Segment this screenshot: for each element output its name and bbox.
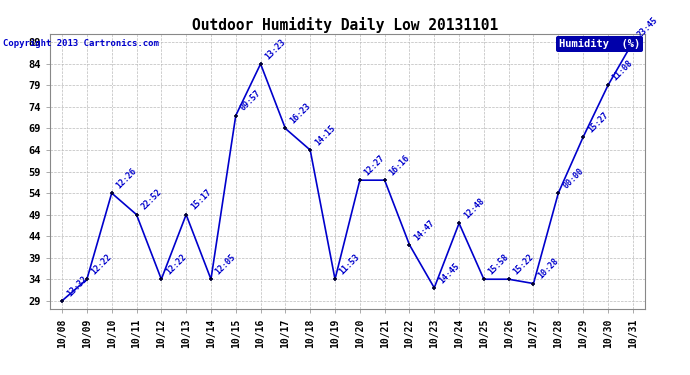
Text: 12:27: 12:27 [363, 153, 386, 177]
Text: 14:47: 14:47 [412, 218, 436, 242]
Point [453, 220, 464, 226]
Point [404, 242, 415, 248]
Point [578, 134, 589, 140]
Point [230, 112, 241, 118]
Legend: Humidity  (%): Humidity (%) [555, 36, 643, 52]
Text: 11:08: 11:08 [611, 58, 635, 82]
Text: Outdoor Humidity Daily Low 20131101: Outdoor Humidity Daily Low 20131101 [192, 17, 498, 33]
Text: 12:22: 12:22 [90, 252, 114, 276]
Point [131, 211, 142, 217]
Text: 15:22: 15:22 [511, 252, 535, 276]
Text: 00:00: 00:00 [561, 166, 585, 190]
Point [280, 126, 291, 132]
Point [528, 280, 539, 286]
Point [503, 276, 514, 282]
Text: 12:48: 12:48 [462, 196, 486, 220]
Text: 12:05: 12:05 [214, 252, 238, 276]
Text: 16:23: 16:23 [288, 102, 312, 126]
Point [181, 211, 192, 217]
Point [156, 276, 167, 282]
Point [379, 177, 390, 183]
Text: 15:17: 15:17 [189, 188, 213, 212]
Text: 14:45: 14:45 [437, 261, 461, 285]
Point [81, 276, 92, 282]
Text: 22:52: 22:52 [139, 188, 164, 212]
Text: 13:23: 13:23 [264, 37, 288, 61]
Text: 12:22: 12:22 [164, 252, 188, 276]
Text: 12:26: 12:26 [115, 166, 139, 190]
Text: Copyright 2013 Cartronics.com: Copyright 2013 Cartronics.com [3, 39, 159, 48]
Point [206, 276, 217, 282]
Point [330, 276, 341, 282]
Point [354, 177, 365, 183]
Text: 10:28: 10:28 [536, 257, 560, 281]
Text: 23:45: 23:45 [635, 15, 660, 40]
Text: 13:32: 13:32 [65, 274, 89, 298]
Text: 15:58: 15:58 [486, 252, 511, 276]
Point [553, 190, 564, 196]
Text: 09:57: 09:57 [239, 89, 263, 113]
Text: 14:15: 14:15 [313, 123, 337, 147]
Text: 16:16: 16:16 [387, 153, 411, 177]
Point [627, 39, 638, 45]
Text: 15:27: 15:27 [586, 110, 610, 134]
Point [428, 285, 440, 291]
Point [255, 61, 266, 67]
Point [57, 298, 68, 304]
Point [106, 190, 117, 196]
Point [478, 276, 489, 282]
Point [602, 82, 613, 88]
Text: 11:53: 11:53 [338, 252, 362, 276]
Point [305, 147, 316, 153]
